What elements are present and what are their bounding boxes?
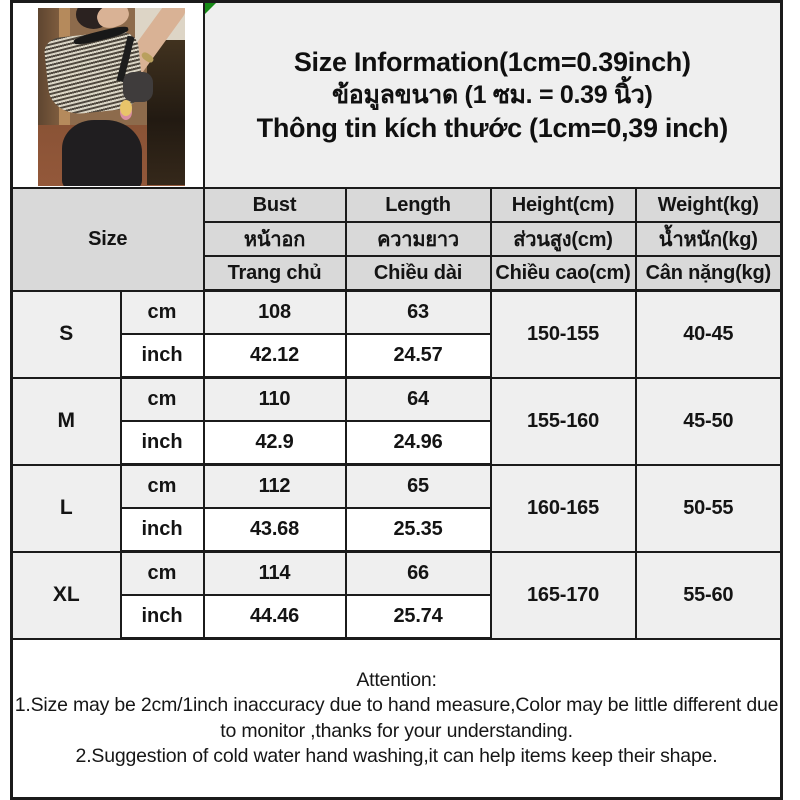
unit-cm-cell: cm bbox=[119, 463, 205, 509]
unit-inch-cell: inch bbox=[119, 333, 205, 379]
photo-art-layer bbox=[146, 39, 185, 186]
weight-range-value: 55-60 bbox=[634, 550, 783, 640]
length-cm-value: 66 bbox=[344, 550, 492, 596]
attention-cell: Attention: 1.Size may be 2cm/1inch inacc… bbox=[10, 637, 783, 800]
row-s-inch: inch 42.12 24.57 bbox=[12, 333, 782, 379]
header-row-th: หน้าอก ความยาว ส่วนสูง(cm) น้ำหนัก(kg) bbox=[12, 221, 783, 257]
size-label-cell: L bbox=[10, 463, 122, 553]
product-photo-cell bbox=[10, 0, 205, 189]
size-header-cell: Size bbox=[10, 187, 205, 292]
col-header-height-th: ส่วนสูง(cm) bbox=[489, 221, 637, 257]
length-cm-value: 63 bbox=[344, 289, 492, 335]
unit-cm-cell: cm bbox=[119, 376, 205, 422]
row-xl-cm: XL cm 114 66 165-170 55-60 bbox=[10, 550, 783, 640]
size-table: Size Information(1cm=0.39inch) ข้อมูลขนา… bbox=[10, 0, 784, 800]
row-s-cm: S cm 108 63 150-155 40-45 bbox=[10, 289, 783, 379]
photo-art-layer bbox=[120, 100, 133, 117]
height-range-value: 150-155 bbox=[489, 289, 637, 379]
length-inch-value: 25.35 bbox=[344, 507, 492, 553]
bust-cm-value: 114 bbox=[202, 550, 347, 596]
size-label-cell: XL bbox=[10, 550, 122, 640]
title-thai: ข้อมูลขนาด (1 ซม. = 0.39 นิ้ว) bbox=[331, 80, 653, 109]
bust-inch-value: 42.12 bbox=[202, 333, 347, 379]
col-header-height-en: Height(cm) bbox=[489, 187, 637, 223]
attention-row: Attention: 1.Size may be 2cm/1inch inacc… bbox=[10, 637, 783, 800]
row-l-cm: L cm 112 65 160-165 50-55 bbox=[10, 463, 783, 553]
length-cm-value: 65 bbox=[344, 463, 492, 509]
bust-cm-value: 110 bbox=[202, 376, 347, 422]
length-inch-value: 24.96 bbox=[344, 420, 492, 466]
col-header-weight-th: น้ำหนัก(kg) bbox=[634, 221, 783, 257]
col-header-weight-vi: Cân nặng(kg) bbox=[634, 255, 783, 292]
size-label-cell: S bbox=[10, 289, 122, 379]
attention-note-2: 2.Suggestion of cold water hand washing,… bbox=[75, 745, 718, 767]
title-block: Size Information(1cm=0.39inch) ข้อมูลขนา… bbox=[206, 46, 780, 145]
photo-art-layer bbox=[61, 119, 143, 186]
size-label-cell: M bbox=[10, 376, 122, 466]
attention-note-1: 1.Size may be 2cm/1inch inaccuracy due t… bbox=[14, 694, 779, 742]
row-m-cm: M cm 110 64 155-160 45-50 bbox=[10, 376, 783, 466]
weight-range-value: 45-50 bbox=[634, 376, 783, 466]
row-m-inch: inch 42.9 24.96 bbox=[12, 420, 782, 466]
unit-inch-cell: inch bbox=[119, 594, 205, 640]
cell-comment-marker-icon bbox=[205, 3, 216, 14]
length-inch-value: 24.57 bbox=[344, 333, 492, 379]
header-row-vi: Trang chủ Chiều dài Chiều cao(cm) Cân nặ… bbox=[12, 255, 783, 292]
bust-cm-value: 108 bbox=[202, 289, 347, 335]
title-english: Size Information(1cm=0.39inch) bbox=[293, 46, 691, 77]
attention-heading: Attention: bbox=[356, 668, 437, 691]
bust-inch-value: 43.68 bbox=[202, 507, 347, 553]
col-header-length-th: ความยาว bbox=[344, 221, 492, 257]
top-row: Size Information(1cm=0.39inch) ข้อมูลขนา… bbox=[10, 0, 783, 189]
unit-cm-cell: cm bbox=[119, 289, 205, 335]
col-header-bust-vi: Trang chủ bbox=[202, 255, 347, 292]
height-range-value: 160-165 bbox=[489, 463, 637, 553]
header-row-en: Size Bust Length Height(cm) Weight(kg) bbox=[10, 187, 783, 292]
weight-range-value: 50-55 bbox=[634, 463, 783, 553]
row-l-inch: inch 43.68 25.35 bbox=[12, 507, 782, 553]
weight-range-value: 40-45 bbox=[634, 289, 783, 379]
bust-inch-value: 42.9 bbox=[202, 420, 347, 466]
col-header-weight-en: Weight(kg) bbox=[634, 187, 783, 223]
col-header-length-vi: Chiều dài bbox=[344, 255, 492, 292]
col-header-height-vi: Chiều cao(cm) bbox=[489, 255, 637, 292]
col-header-bust-en: Bust bbox=[202, 187, 347, 223]
row-xl-inch: inch 44.46 25.74 bbox=[12, 594, 782, 640]
title-cell: Size Information(1cm=0.39inch) ข้อมูลขนา… bbox=[202, 0, 783, 189]
unit-cm-cell: cm bbox=[119, 550, 205, 596]
length-cm-value: 64 bbox=[344, 376, 492, 422]
col-header-bust-th: หน้าอก bbox=[202, 221, 347, 257]
height-range-value: 165-170 bbox=[489, 550, 637, 640]
title-vietnamese: Thông tin kích thước (1cm=0,39 inch) bbox=[256, 112, 729, 143]
bust-cm-value: 112 bbox=[202, 463, 347, 509]
product-photo bbox=[38, 7, 185, 186]
photo-art-layer bbox=[123, 71, 153, 102]
unit-inch-cell: inch bbox=[119, 507, 205, 553]
length-inch-value: 25.74 bbox=[344, 594, 492, 640]
bust-inch-value: 44.46 bbox=[202, 594, 347, 640]
height-range-value: 155-160 bbox=[489, 376, 637, 466]
col-header-length-en: Length bbox=[344, 187, 492, 223]
unit-inch-cell: inch bbox=[119, 420, 205, 466]
